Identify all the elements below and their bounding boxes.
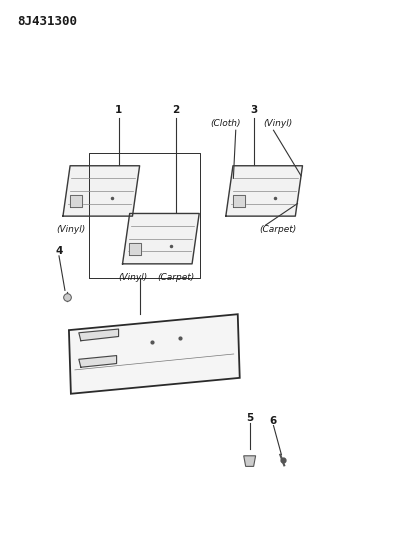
Polygon shape — [233, 196, 244, 207]
Text: (Carpet): (Carpet) — [259, 225, 296, 234]
Text: 4: 4 — [55, 246, 63, 256]
Text: (Vinyl): (Vinyl) — [56, 225, 86, 234]
Text: 5: 5 — [246, 413, 253, 423]
Polygon shape — [70, 196, 82, 207]
Text: (Vinyl): (Vinyl) — [263, 118, 292, 127]
Polygon shape — [244, 456, 256, 466]
Polygon shape — [79, 356, 116, 367]
Polygon shape — [79, 329, 118, 341]
Polygon shape — [226, 166, 302, 216]
Text: 8J431300: 8J431300 — [17, 14, 77, 28]
Polygon shape — [63, 166, 140, 216]
Text: 2: 2 — [172, 106, 180, 115]
Text: 6: 6 — [270, 416, 277, 425]
Polygon shape — [69, 314, 240, 394]
Text: (Vinyl): (Vinyl) — [118, 273, 147, 282]
Polygon shape — [122, 214, 199, 264]
Text: 1: 1 — [115, 106, 122, 115]
Text: (Cloth): (Cloth) — [210, 118, 241, 127]
Text: (Carpet): (Carpet) — [158, 273, 195, 282]
Text: 3: 3 — [250, 106, 257, 115]
Polygon shape — [129, 243, 141, 255]
